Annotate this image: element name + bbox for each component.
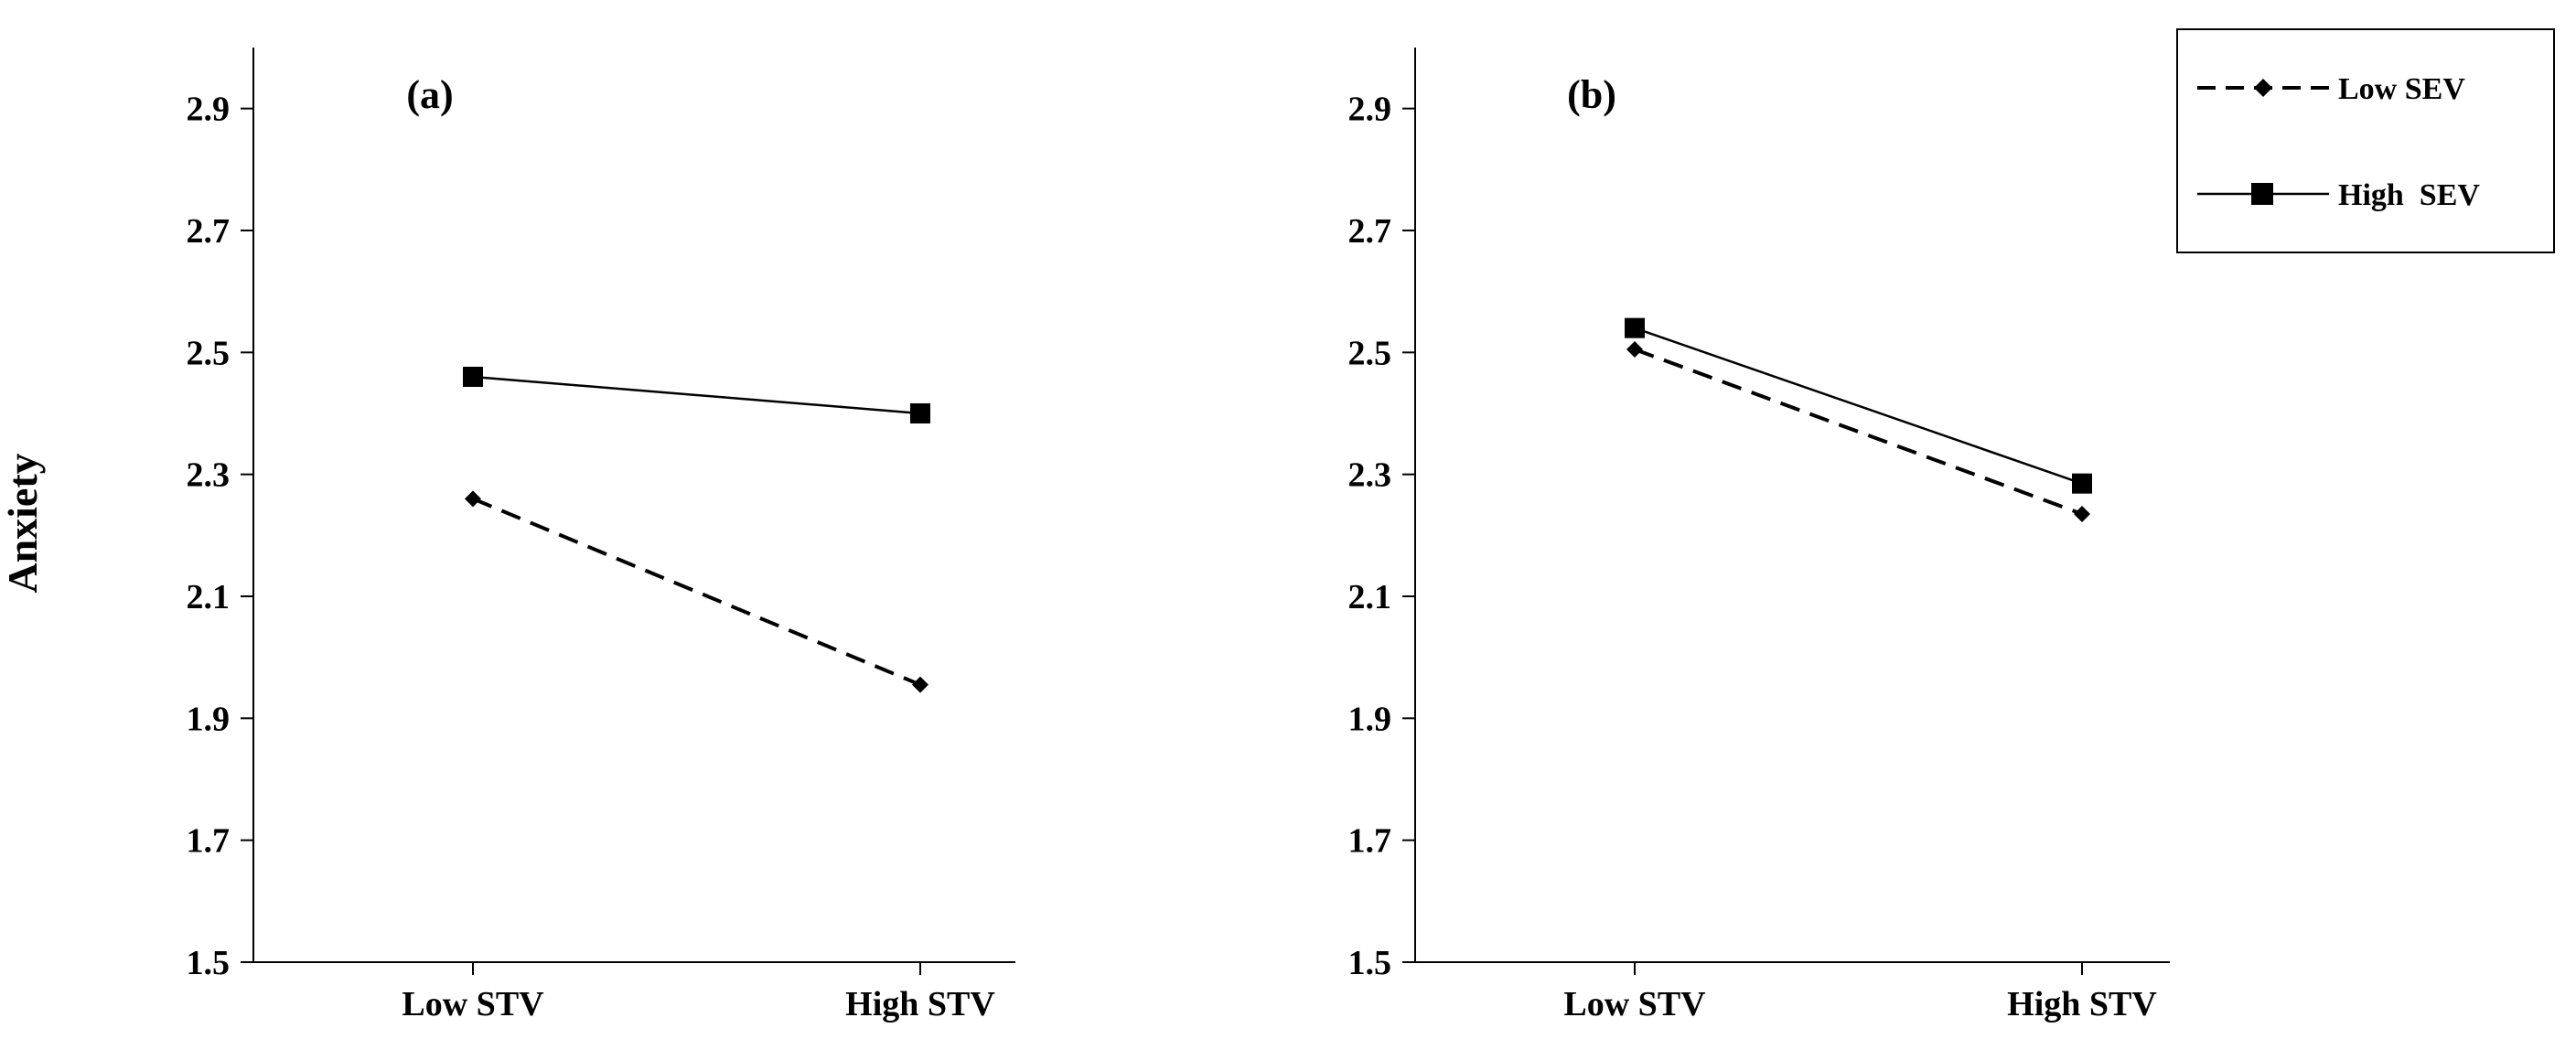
legend-box bbox=[2176, 28, 2555, 253]
legend-marker-low-sev bbox=[2254, 79, 2272, 97]
data-point-high-sev bbox=[910, 403, 930, 423]
legend-marker-high-sev bbox=[2251, 183, 2273, 205]
y-tick-label: 1.5 bbox=[1348, 944, 1392, 982]
panel-b-label: (b) bbox=[1567, 72, 1616, 117]
y-tick-label: 2.3 bbox=[187, 456, 231, 495]
x-tick-label: High STV bbox=[2007, 985, 2157, 1023]
series-line-low-sev bbox=[472, 497, 921, 687]
y-tick-label: 2.1 bbox=[187, 578, 231, 616]
data-point-low-sev bbox=[912, 676, 928, 693]
y-tick-label: 1.7 bbox=[1348, 822, 1392, 861]
data-point-low-sev bbox=[465, 490, 481, 508]
y-axis-label: Anxiety bbox=[0, 453, 46, 593]
y-tick-label: 2.9 bbox=[187, 91, 231, 129]
panel-a: 1.5 1.7 1.9 2.1 2.3 2.5 2.7 2.9 Low STV High STV bbox=[187, 48, 1015, 1023]
y-tick-label: 2.1 bbox=[1348, 578, 1392, 616]
x-tick-label: Low STV bbox=[402, 985, 544, 1023]
y-tick-label: 1.7 bbox=[187, 822, 231, 861]
y-tick-label: 2.9 bbox=[1348, 91, 1392, 129]
panel-a-label: (a) bbox=[406, 72, 453, 117]
data-point-low-sev bbox=[1626, 341, 1643, 358]
panel-b: 1.5 1.7 1.9 2.1 2.3 2.5 2.7 2.9 Low STV High STV bbox=[1348, 48, 2170, 1023]
series-line-high-sev bbox=[472, 375, 921, 415]
data-point-high-sev bbox=[2072, 473, 2092, 494]
series-line-low-sev bbox=[1634, 348, 2083, 516]
y-tick-label: 2.3 bbox=[1348, 456, 1392, 495]
series-line-high-sev bbox=[1634, 327, 2083, 485]
legend-label-low-sev: Low SEV bbox=[2338, 72, 2465, 106]
legend-label-high-sev: High SEV bbox=[2338, 178, 2480, 212]
y-tick-label: 1.9 bbox=[187, 700, 231, 738]
y-tick-label: 2.5 bbox=[187, 334, 231, 372]
data-point-high-sev bbox=[463, 367, 483, 387]
data-point-high-sev bbox=[1625, 317, 1645, 338]
y-tick-label: 2.7 bbox=[187, 212, 231, 251]
x-tick-label: Low STV bbox=[1563, 985, 1706, 1023]
y-tick-label: 1.5 bbox=[187, 944, 231, 982]
y-tick-label: 2.5 bbox=[1348, 334, 1392, 372]
legend: Low SEV High SEV bbox=[2176, 28, 2555, 253]
y-tick-label: 1.9 bbox=[1348, 700, 1392, 738]
data-point-low-sev bbox=[2074, 506, 2090, 522]
x-tick-label: High STV bbox=[845, 985, 995, 1023]
y-tick-label: 2.7 bbox=[1348, 212, 1392, 251]
